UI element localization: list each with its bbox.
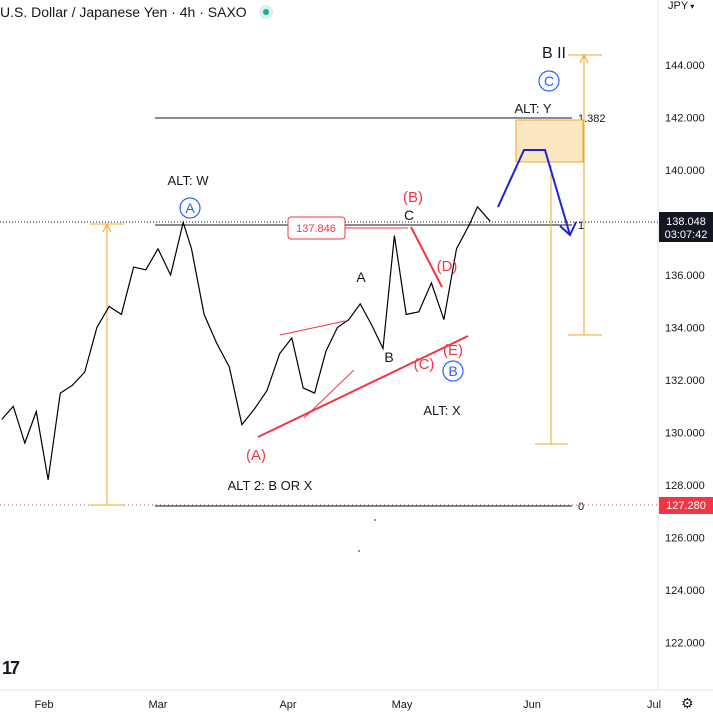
- fib-label-1382: 1.382: [578, 113, 606, 125]
- projection-path[interactable]: [497, 149, 571, 236]
- currency-label: JPY: [668, 0, 689, 12]
- wave-lines[interactable]: [257, 226, 469, 438]
- price-range-tool-right[interactable]: [568, 53, 602, 336]
- price-axis[interactable]: 122.000 124.000 126.000 128.000 130.000 132.0…: [665, 60, 705, 650]
- wave-label-e-paren: (E): [443, 342, 463, 359]
- y-tick-label: 130.000: [665, 428, 705, 440]
- fib-label-1: 1: [578, 220, 584, 232]
- projection-arrowhead: [559, 221, 577, 237]
- horizontal-line-price-badge[interactable]: 127.280: [659, 497, 713, 514]
- wave-label-circled-b: B: [448, 363, 457, 379]
- wave-label-b: B: [384, 349, 393, 365]
- chevron-down-icon: ▾: [690, 2, 695, 11]
- time-axis[interactable]: Feb Mar Apr May Jun Jul: [35, 699, 662, 711]
- symbol-title[interactable]: U.S. Dollar / Japanese Yen · 4h · SAXO: [0, 4, 247, 20]
- candle-countdown: 03:07:42: [665, 229, 708, 241]
- circle-b-ring: [442, 360, 464, 382]
- x-tick-label: Apr: [279, 699, 296, 711]
- dot-marker: [374, 519, 376, 521]
- label-alt-x: ALT: X: [423, 403, 461, 418]
- wave-label-circled-a: A: [185, 200, 195, 216]
- label-alt-y: ALT: Y: [514, 101, 551, 116]
- label-alt-w: ALT: W: [168, 173, 210, 188]
- y-tick-label: 144.000: [665, 60, 705, 72]
- y-tick-label: 142.000: [665, 113, 705, 125]
- price-label-text: 137.846: [296, 223, 336, 235]
- current-price-badge[interactable]: 138.048 03:07:42: [659, 212, 713, 242]
- y-tick-label: 140.000: [665, 165, 705, 177]
- circle-a-ring: [179, 197, 201, 219]
- label-alt-2: ALT 2: B OR X: [228, 478, 313, 493]
- wave-label-b-ii: B II: [542, 45, 566, 62]
- target-zone-box[interactable]: [515, 119, 584, 163]
- x-tick-label: Mar: [149, 699, 168, 711]
- current-price-value: 138.048: [666, 216, 706, 228]
- y-tick-label: 128.000: [665, 480, 705, 492]
- wave-label-c-paren: (C): [414, 356, 435, 373]
- x-tick-label: Jul: [647, 699, 661, 711]
- y-tick-label: 122.000: [665, 638, 705, 650]
- market-status-icon[interactable]: [258, 5, 273, 19]
- currency-selector[interactable]: JPY ▾: [668, 0, 694, 12]
- x-tick-label: Jun: [523, 699, 541, 711]
- wave-label-d-paren: (D): [437, 258, 458, 275]
- y-tick-label: 136.000: [665, 270, 705, 282]
- wave-b-d-line: [410, 226, 443, 288]
- y-tick-label: 126.000: [665, 533, 705, 545]
- chart-header[interactable]: U.S. Dollar / Japanese Yen · 4h · SAXO: [0, 2, 273, 22]
- y-tick-label: 124.000: [665, 585, 705, 597]
- price-label-box[interactable]: 137.846: [287, 216, 346, 240]
- triangle-upper-line: [279, 320, 346, 336]
- price-series-line: [1, 205, 491, 480]
- x-tick-label: Feb: [35, 699, 54, 711]
- wave-label-circled-c: C: [544, 73, 554, 89]
- price-range-tool-middle[interactable]: [535, 165, 568, 445]
- fib-label-0: 0: [578, 501, 584, 513]
- y-tick-label: 134.000: [665, 323, 705, 335]
- x-tick-label: May: [392, 699, 413, 711]
- wave-label-b-paren: (B): [403, 189, 423, 206]
- gear-icon[interactable]: ⚙: [681, 695, 694, 711]
- wave-label-a-paren: (A): [246, 447, 266, 464]
- tradingview-logo-icon[interactable]: 17: [2, 658, 20, 678]
- triangle-inner-line: [303, 369, 355, 419]
- wave-label-a: A: [356, 269, 366, 285]
- y-tick-label: 132.000: [665, 375, 705, 387]
- dot-marker: [358, 550, 360, 552]
- triangle-lower-trendline: [257, 335, 469, 438]
- circle-c-ring: [538, 70, 560, 92]
- price-range-tool-left[interactable]: [90, 222, 124, 506]
- annotations[interactable]: B II C ALT: Y ALT: W A (B) C A (D) B (E)…: [168, 45, 566, 493]
- wave-label-c: C: [404, 207, 414, 223]
- horizontal-line-price-value: 127.280: [666, 500, 706, 512]
